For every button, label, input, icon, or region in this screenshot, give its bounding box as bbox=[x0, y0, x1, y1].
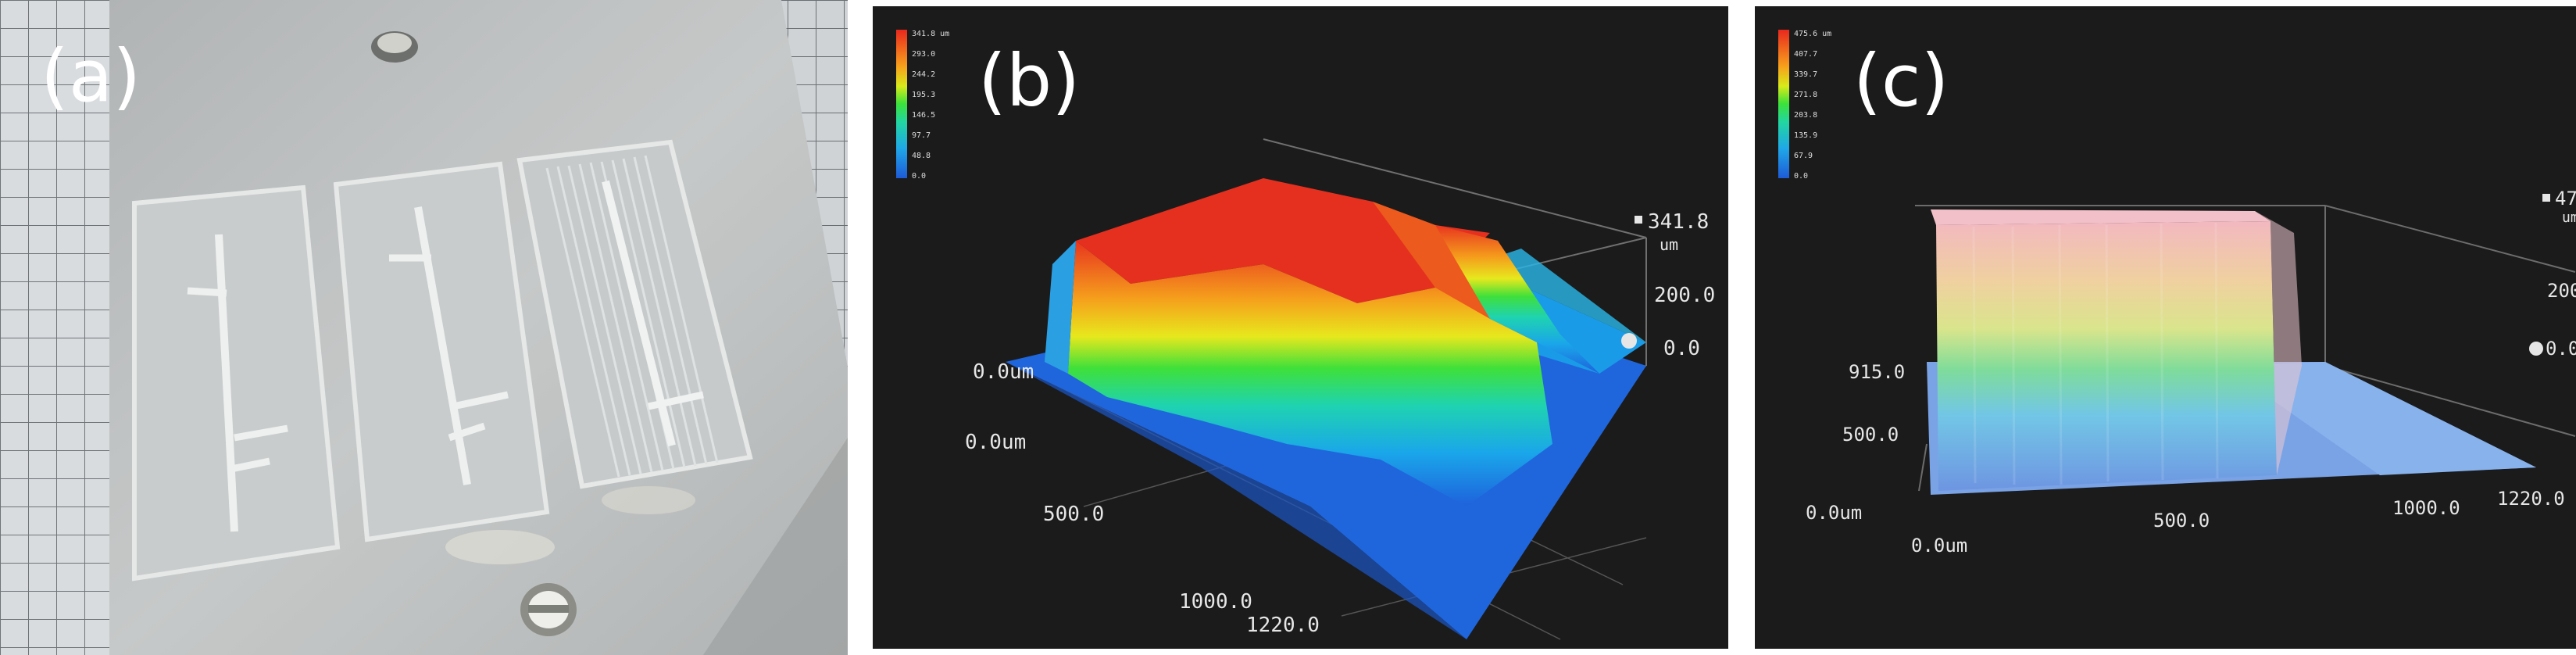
z-unit-label-c: um bbox=[2562, 209, 2576, 226]
colorbar-b bbox=[896, 30, 907, 178]
y-915-label-c: 915.0 bbox=[1849, 361, 1905, 383]
colorbar-c-tick-2: 339.7 bbox=[1794, 70, 1817, 79]
x-tick-1220-b: 1220.0 bbox=[1246, 614, 1320, 637]
mold-photo-illustration bbox=[0, 0, 848, 655]
surface-wall-b bbox=[1068, 241, 1552, 506]
origin-marker-c bbox=[2529, 342, 2543, 356]
z-mid-label-b: 200.0 bbox=[1654, 284, 1715, 307]
y-500-label-c: 500.0 bbox=[1842, 424, 1899, 446]
y-origin-label-b: 0.0um bbox=[973, 360, 1034, 384]
panel-c-3d-profile: 475.6 um 407.7 339.7 271.8 203.8 135.9 6… bbox=[1755, 6, 2576, 649]
surface-wall-c bbox=[1936, 221, 2277, 491]
colorbar-c-tick-4: 203.8 bbox=[1794, 111, 1817, 120]
colorbar-c-tick-7: 0.0 bbox=[1794, 172, 1808, 181]
x-origin-label-b: 0.0um bbox=[965, 431, 1026, 454]
origin-marker-b bbox=[1621, 333, 1637, 349]
colorbar-b-tick-1: 293.0 bbox=[912, 50, 935, 59]
colorbar-c-tick-3: 271.8 bbox=[1794, 91, 1817, 99]
colorbar-c-tick-0: 475.6 um bbox=[1794, 30, 1831, 38]
chip-pattern-1 bbox=[132, 184, 341, 582]
colorbar-c bbox=[1778, 30, 1789, 178]
colorbar-b-tick-0: 341.8 um bbox=[912, 30, 949, 38]
z-unit-label-b: um bbox=[1660, 235, 1678, 254]
colorbar-c-tick-5: 135.9 bbox=[1794, 131, 1817, 140]
x-tick-1000-b: 1000.0 bbox=[1179, 590, 1252, 614]
z-max-label-b: 341.8 bbox=[1648, 210, 1709, 234]
colorbar-c-tick-6: 67.9 bbox=[1794, 152, 1813, 160]
axis-box-c bbox=[1915, 205, 2576, 492]
surface-plot-c: 475.6 um 407.7 339.7 271.8 203.8 135.9 6… bbox=[1755, 6, 2576, 649]
x-origin-label-c: 0.0um bbox=[1911, 535, 1967, 557]
z-max-label-c: 475.6 bbox=[2555, 188, 2576, 209]
chip-pattern-2 bbox=[333, 161, 550, 542]
panel-a-photo: (a) bbox=[0, 0, 848, 655]
surface-plateau-c bbox=[1931, 209, 2271, 225]
x-tick-1220-c: 1220.0 bbox=[2497, 488, 2565, 510]
y-origin-label-c: 0.0um bbox=[1806, 502, 1862, 524]
z-zero-label-b: 0.0 bbox=[1663, 337, 1700, 360]
panel-label-c: (c) bbox=[1853, 39, 1949, 123]
z-mid-label-c: 200.0 bbox=[2547, 280, 2576, 302]
colorbar-b-tick-2: 244.2 bbox=[912, 70, 935, 79]
x-tick-500-b: 500.0 bbox=[1043, 503, 1104, 526]
panel-b-3d-profile: 341.8 um 293.0 244.2 195.3 146.5 97.7 48… bbox=[873, 6, 1728, 649]
z-zero-label-c: 0.0 bbox=[2546, 338, 2576, 360]
panel-label-b: (b) bbox=[978, 39, 1081, 123]
x-tick-1000-c: 1000.0 bbox=[2392, 497, 2460, 519]
colorbar-b-tick-6: 48.8 bbox=[912, 152, 931, 160]
surface-plot-b: 341.8 um 293.0 244.2 195.3 146.5 97.7 48… bbox=[873, 6, 1728, 649]
panel-label-a: (a) bbox=[41, 34, 141, 118]
colorbar-b-tick-7: 0.0 bbox=[912, 172, 926, 181]
x-tick-500-c: 500.0 bbox=[2153, 510, 2210, 532]
colorbar-b-tick-3: 195.3 bbox=[912, 91, 935, 99]
colorbar-c-tick-1: 407.7 bbox=[1794, 50, 1817, 59]
colorbar-b-tick-4: 146.5 bbox=[912, 111, 935, 120]
colorbar-b-tick-5: 97.7 bbox=[912, 131, 931, 140]
chip-pattern-3 bbox=[516, 139, 753, 489]
